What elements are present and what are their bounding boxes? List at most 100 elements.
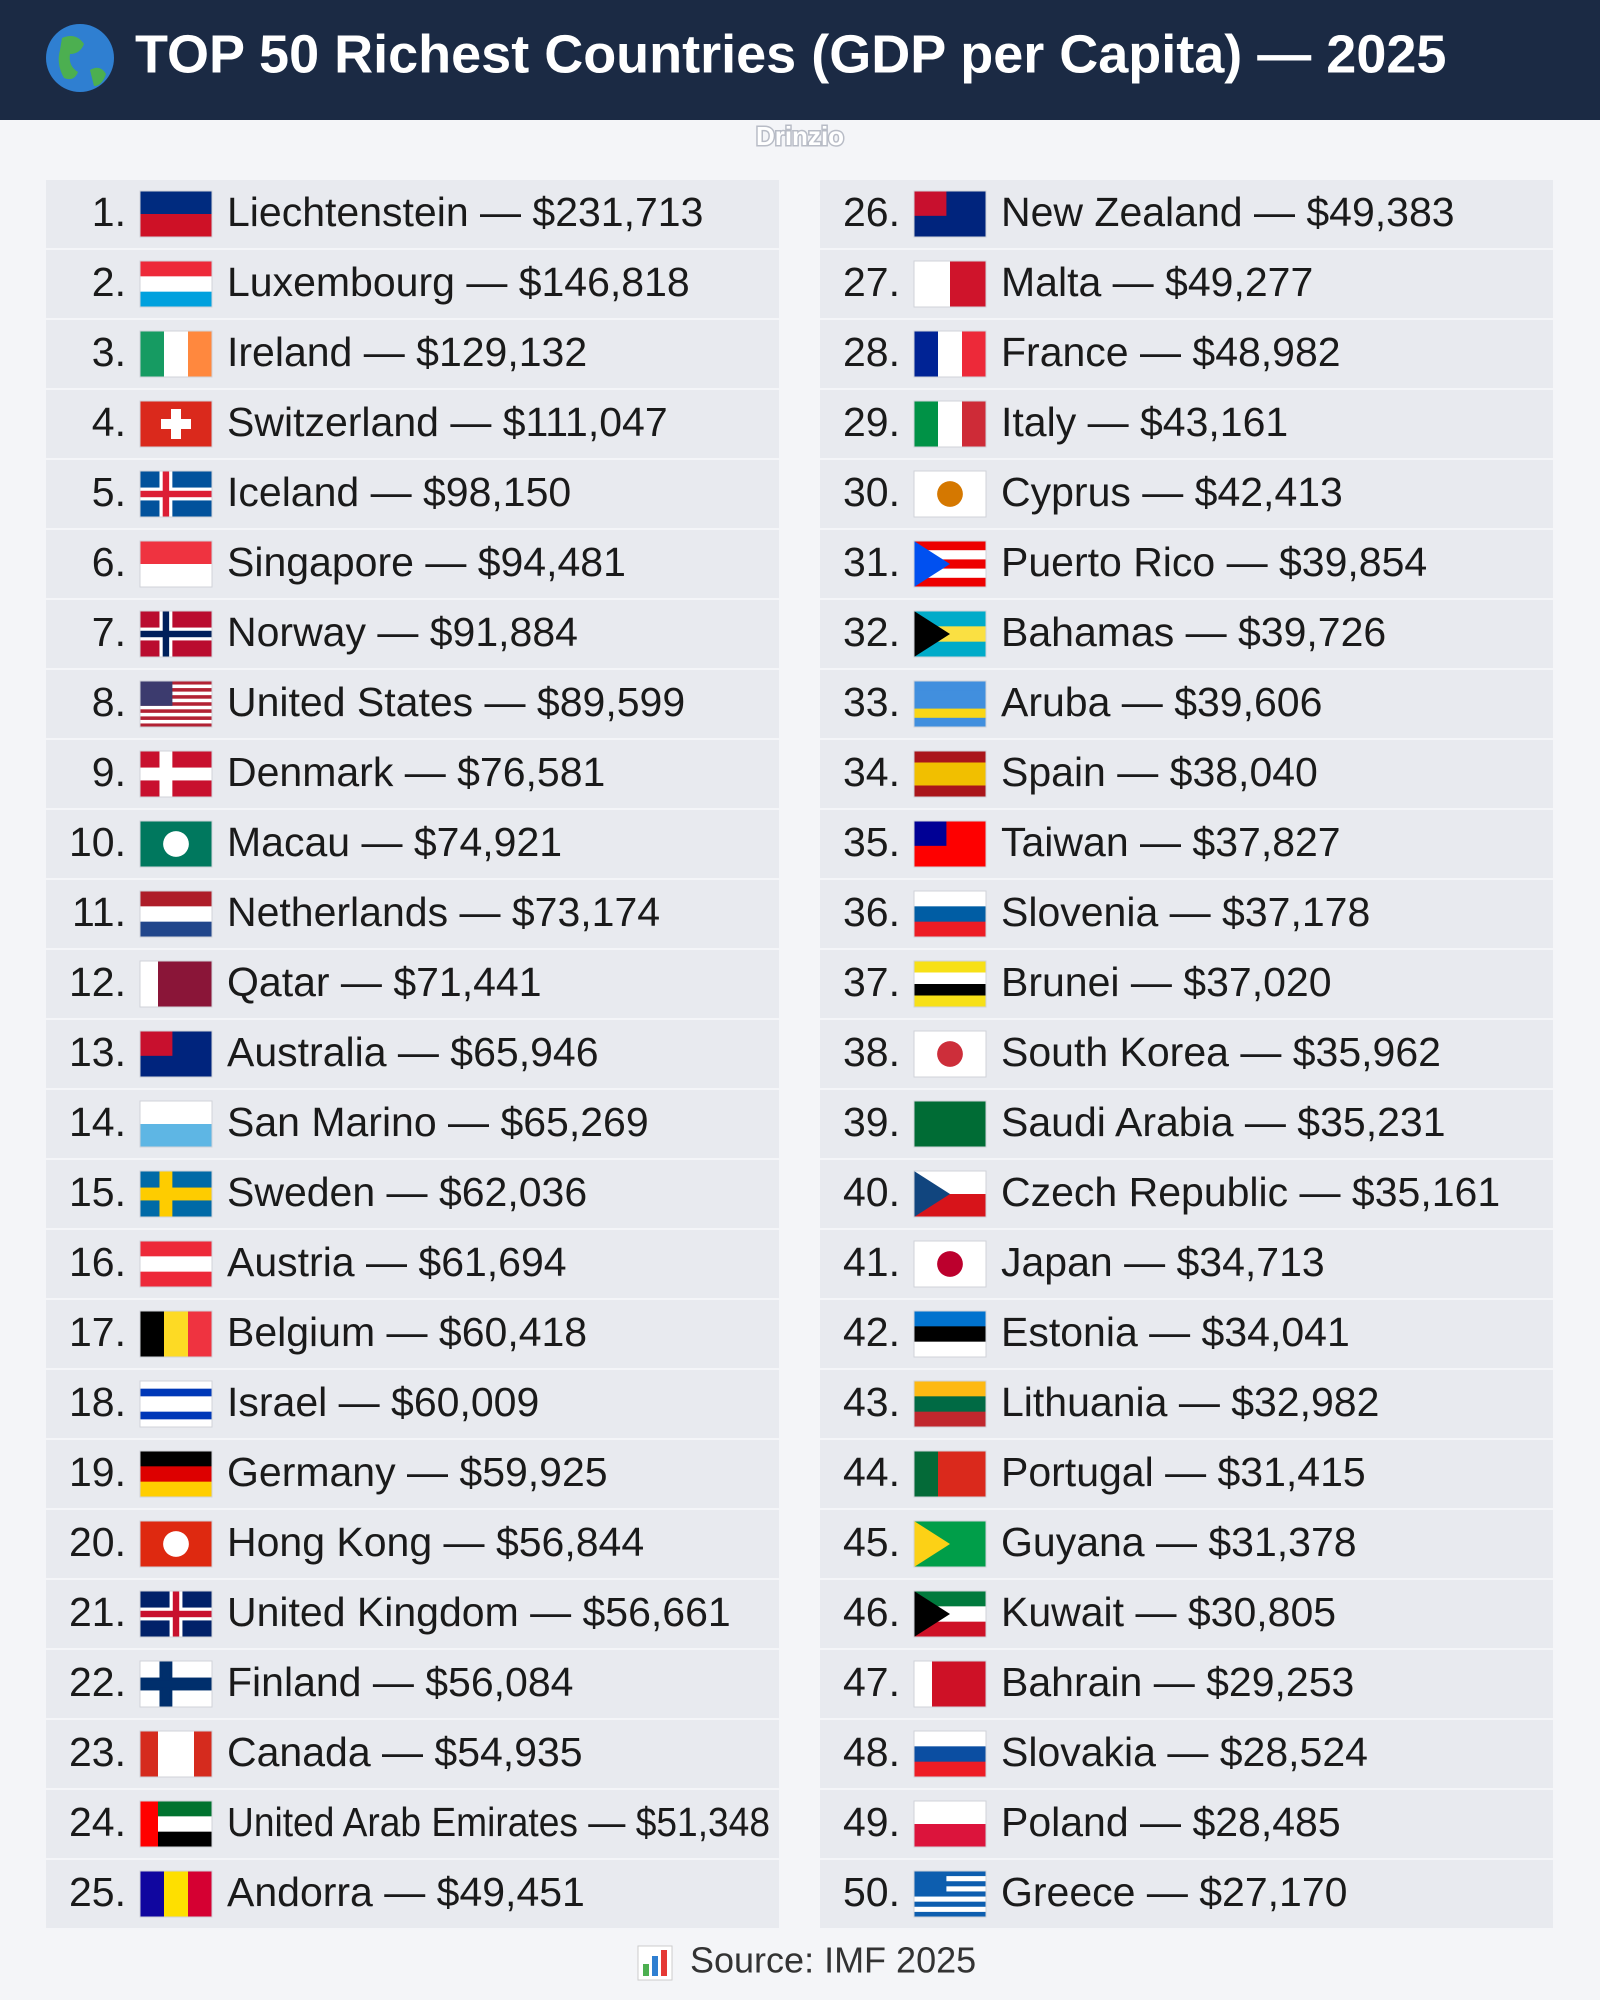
flag-border: [913, 1310, 987, 1358]
rank: 18.: [69, 1379, 126, 1425]
rank: 29.: [843, 399, 900, 445]
flag-stripe: [962, 401, 987, 447]
country-gdp: Estonia — $34,041: [1001, 1309, 1350, 1355]
list-row: 37. Brunei — $37,020: [820, 950, 1553, 1018]
flag-stripe: [140, 1481, 212, 1498]
country-gdp: Macau — $74,921: [227, 819, 562, 865]
flag-stripe: [176, 961, 195, 1007]
flag-stripe: [914, 921, 986, 938]
flag-border: [139, 1030, 213, 1078]
country-gdp: Saudi Arabia — $35,231: [1001, 1099, 1446, 1145]
country-gdp: Aruba — $39,606: [1001, 679, 1322, 725]
flag-stripe: [914, 550, 986, 560]
list-row: 41. Japan — $34,713: [820, 1230, 1553, 1298]
flag-border: [913, 1660, 987, 1708]
list-row: 38. South Korea — $35,962: [820, 1020, 1553, 1088]
flag-border: [913, 820, 987, 868]
flag-stripe: [914, 1881, 986, 1887]
country-gdp: Taiwan — $37,827: [1001, 819, 1341, 865]
flag-stripe: [158, 961, 177, 1007]
flag-stripe: [938, 401, 963, 447]
flag-emblem: [163, 831, 189, 857]
title: TOP 50 Richest Countries (GDP per Capita…: [135, 24, 1446, 84]
flag-border: [913, 330, 987, 378]
country-gdp: Austria — $61,694: [227, 1239, 567, 1285]
flag-cross: [161, 419, 191, 429]
list-row: 27. Malta — $49,277: [820, 250, 1553, 318]
rank: 23.: [69, 1729, 126, 1775]
flag-stripe: [188, 331, 213, 377]
flag-border: [913, 190, 987, 238]
flag-border: [913, 1730, 987, 1778]
flag-stripe: [932, 1661, 951, 1707]
flag-stripe: [914, 961, 986, 973]
rank: 27.: [843, 259, 900, 305]
flag-stripe: [140, 1731, 159, 1777]
flag-stripe: [914, 541, 986, 551]
rank: 4.: [92, 399, 126, 445]
flag-stripe: [950, 1661, 969, 1707]
list-row: 44. Portugal — $31,415: [820, 1440, 1553, 1508]
flag-border: [139, 680, 213, 728]
list-row: 6. Singapore — $94,481: [46, 530, 779, 598]
list-row: 39. Saudi Arabia — $35,231: [820, 1090, 1553, 1158]
flag-cross: [140, 1610, 212, 1618]
flag-stripe: [914, 401, 939, 447]
flag-stripe: [914, 1396, 986, 1413]
flag-stripe: [140, 691, 212, 696]
rank: 28.: [843, 329, 900, 375]
flag-stripe: [914, 774, 986, 786]
flag-stripe: [914, 1876, 986, 1882]
flag-stripe: [914, 1731, 986, 1747]
flag-stripe: [914, 1901, 986, 1908]
country-gdp: Canada — $54,935: [227, 1729, 583, 1775]
flag-border: [139, 330, 213, 378]
country-gdp: Bahrain — $29,253: [1001, 1659, 1354, 1705]
list-row: 29. Italy — $43,161: [820, 390, 1553, 458]
flag-stripe: [188, 1311, 213, 1357]
rank: 19.: [69, 1449, 126, 1495]
flag-emblem: [163, 1531, 189, 1557]
flag-emblem: [937, 1251, 963, 1277]
list-row: 43. Lithuania — $32,982: [820, 1370, 1553, 1438]
flag-stripe: [914, 1886, 986, 1892]
flag-stripe: [914, 1891, 986, 1898]
flag-stripe: [140, 541, 212, 565]
flag-stripe: [914, 1801, 986, 1825]
flag-stripe: [140, 564, 212, 588]
rank: 33.: [843, 679, 900, 725]
list-row: 48. Slovakia — $28,524: [820, 1720, 1553, 1788]
flag-stripe: [140, 1241, 212, 1257]
flag-border: [913, 470, 987, 518]
flag-canton: [914, 191, 947, 216]
country-gdp: Finland — $56,084: [227, 1659, 573, 1705]
rank: 45.: [843, 1519, 900, 1565]
flag-bar: [140, 1801, 158, 1847]
list-row: 23. Canada — $54,935: [46, 1720, 779, 1788]
flag-border: [139, 260, 213, 308]
flag-border: [139, 1450, 213, 1498]
flag-border: [139, 190, 213, 238]
flag-border: [913, 1100, 987, 1148]
flag-stripe: [914, 1311, 986, 1327]
flag-border: [139, 1660, 213, 1708]
rank: 24.: [69, 1799, 126, 1845]
flag-stripe: [140, 906, 212, 923]
flag-stripe: [140, 1466, 212, 1483]
flag-canton: [914, 821, 947, 846]
rank: 8.: [92, 679, 126, 725]
flag-stripe: [140, 1404, 212, 1413]
list-row: 28. France — $48,982: [820, 320, 1553, 388]
flag-border: [913, 1240, 987, 1288]
flag-border: [913, 260, 987, 308]
flag-stripe: [140, 695, 212, 700]
country-gdp: Poland — $28,485: [1001, 1799, 1341, 1845]
flag-stripe: [914, 1341, 986, 1358]
flag-border: [913, 750, 987, 798]
flag-stripe: [176, 1731, 195, 1777]
flag-stripe: [914, 1746, 986, 1763]
list-row: 4. Switzerland — $111,047: [46, 390, 779, 458]
flag-border: [139, 610, 213, 658]
flag-cross: [140, 770, 212, 778]
rank: 47.: [843, 1659, 900, 1705]
